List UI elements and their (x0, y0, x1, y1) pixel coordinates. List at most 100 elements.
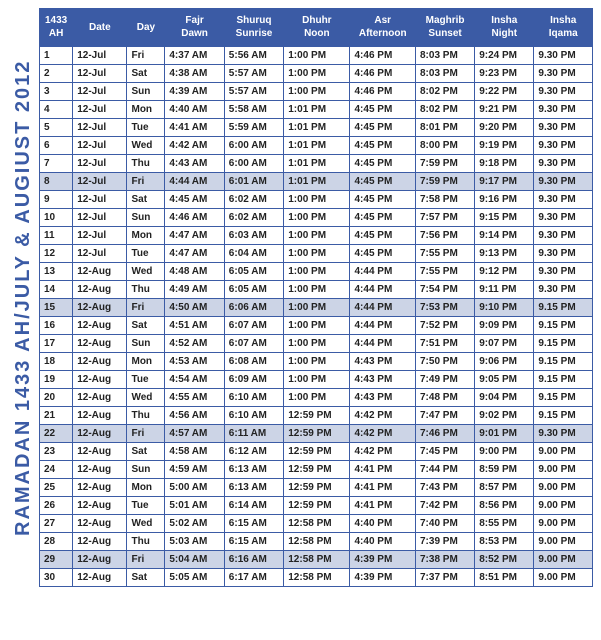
table-cell: 12-Aug (73, 443, 127, 461)
table-cell: 5:59 AM (224, 119, 283, 137)
table-cell: 12-Jul (73, 191, 127, 209)
table-cell: 9.00 PM (534, 551, 593, 569)
column-header: InshaNight (475, 8, 534, 47)
table-cell: 9:16 PM (475, 191, 534, 209)
table-cell: 9.15 PM (534, 407, 593, 425)
table-cell: 9.30 PM (534, 263, 593, 281)
table-cell: 4:44 PM (350, 335, 416, 353)
table-cell: 4:39 PM (350, 551, 416, 569)
table-cell: 7:39 PM (416, 533, 475, 551)
table-cell: 9.30 PM (534, 65, 593, 83)
table-cell: 4:45 PM (350, 173, 416, 191)
table-cell: Sat (127, 191, 165, 209)
table-cell: 9:24 PM (475, 47, 534, 65)
table-cell: 12-Jul (73, 101, 127, 119)
table-cell: 21 (40, 407, 73, 425)
table-cell: 9.15 PM (534, 389, 593, 407)
table-cell: 4:59 AM (165, 461, 224, 479)
table-cell: Fri (127, 173, 165, 191)
table-cell: 12:58 PM (284, 515, 350, 533)
table-cell: 8:52 PM (475, 551, 534, 569)
table-cell: 30 (40, 569, 73, 587)
table-cell: 9.15 PM (534, 317, 593, 335)
table-cell: 7:57 PM (416, 209, 475, 227)
table-cell: 7:48 PM (416, 389, 475, 407)
table-cell: Wed (127, 515, 165, 533)
table-cell: 8:53 PM (475, 533, 534, 551)
table-cell: Sun (127, 335, 165, 353)
table-cell: 12:58 PM (284, 551, 350, 569)
table-cell: 7:55 PM (416, 245, 475, 263)
table-cell: 7:53 PM (416, 299, 475, 317)
table-cell: 6:04 AM (224, 245, 283, 263)
table-cell: Sat (127, 65, 165, 83)
table-cell: 1:00 PM (284, 335, 350, 353)
column-header: Date (73, 8, 127, 47)
table-cell: 9.30 PM (534, 245, 593, 263)
column-header: DhuhrNoon (284, 8, 350, 47)
table-cell: 6:16 AM (224, 551, 283, 569)
table-row: 2912-AugFri5:04 AM6:16 AM12:58 PM4:39 PM… (40, 551, 593, 569)
table-cell: 6:06 AM (224, 299, 283, 317)
table-cell: 9:13 PM (475, 245, 534, 263)
table-cell: 12-Jul (73, 137, 127, 155)
table-cell: Sat (127, 569, 165, 587)
table-cell: 5 (40, 119, 73, 137)
table-row: 2812-AugThu5:03 AM6:15 AM12:58 PM4:40 PM… (40, 533, 593, 551)
table-cell: 4:45 PM (350, 119, 416, 137)
table-cell: 4:37 AM (165, 47, 224, 65)
table-cell: 9:02 PM (475, 407, 534, 425)
table-cell: 1:00 PM (284, 65, 350, 83)
table-cell: 9.15 PM (534, 371, 593, 389)
table-cell: 1:01 PM (284, 101, 350, 119)
table-cell: 25 (40, 479, 73, 497)
table-cell: Tue (127, 371, 165, 389)
column-header: FajrDawn (165, 8, 224, 47)
table-cell: 9:23 PM (475, 65, 534, 83)
table-cell: 9.00 PM (534, 443, 593, 461)
table-cell: Thu (127, 155, 165, 173)
table-row: 2012-AugWed4:55 AM6:10 AM1:00 PM4:43 PM7… (40, 389, 593, 407)
table-cell: 4:45 PM (350, 155, 416, 173)
table-cell: 6:03 AM (224, 227, 283, 245)
table-cell: 9:20 PM (475, 119, 534, 137)
table-cell: 7:54 PM (416, 281, 475, 299)
table-cell: 29 (40, 551, 73, 569)
table-cell: 4:47 AM (165, 245, 224, 263)
table-cell: 7:59 PM (416, 173, 475, 191)
table-cell: 9:12 PM (475, 263, 534, 281)
table-cell: Thu (127, 533, 165, 551)
table-cell: 9:22 PM (475, 83, 534, 101)
table-cell: 1:00 PM (284, 245, 350, 263)
table-cell: 1:00 PM (284, 227, 350, 245)
table-cell: 18 (40, 353, 73, 371)
table-cell: Mon (127, 227, 165, 245)
table-cell: 8:03 PM (416, 65, 475, 83)
table-cell: 12-Jul (73, 173, 127, 191)
table-cell: 12 (40, 245, 73, 263)
table-cell: 12:59 PM (284, 443, 350, 461)
table-cell: 12-Aug (73, 353, 127, 371)
table-cell: 7:58 PM (416, 191, 475, 209)
table-row: 2112-AugThu4:56 AM6:10 AM12:59 PM4:42 PM… (40, 407, 593, 425)
table-cell: Sun (127, 461, 165, 479)
table-cell: 6:05 AM (224, 281, 283, 299)
table-cell: 4:57 AM (165, 425, 224, 443)
table-cell: 4:42 PM (350, 425, 416, 443)
table-cell: 9.00 PM (534, 515, 593, 533)
table-cell: 4:42 AM (165, 137, 224, 155)
table-cell: Mon (127, 353, 165, 371)
table-cell: 6:10 AM (224, 407, 283, 425)
table-cell: 4:45 PM (350, 245, 416, 263)
table-cell: 9.30 PM (534, 155, 593, 173)
table-cell: 9:07 PM (475, 335, 534, 353)
table-cell: 5:01 AM (165, 497, 224, 515)
table-cell: 9:14 PM (475, 227, 534, 245)
table-cell: 5:00 AM (165, 479, 224, 497)
table-cell: 4:38 AM (165, 65, 224, 83)
table-cell: 9:04 PM (475, 389, 534, 407)
table-cell: 7:49 PM (416, 371, 475, 389)
table-cell: 4:39 AM (165, 83, 224, 101)
table-cell: 9:21 PM (475, 101, 534, 119)
table-cell: 6:13 AM (224, 461, 283, 479)
